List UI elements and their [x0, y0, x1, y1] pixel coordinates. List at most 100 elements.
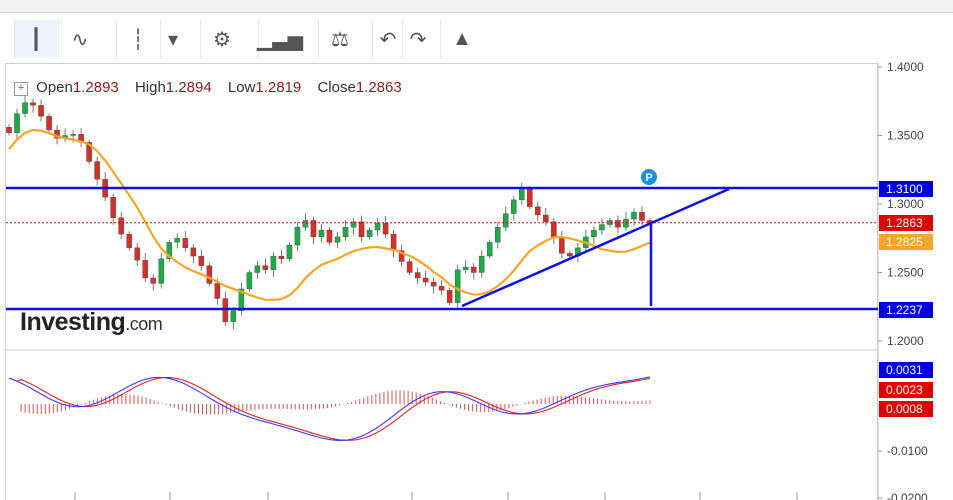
candle-body — [342, 227, 349, 238]
indicators-icon[interactable]: ▁▃▅ — [257, 20, 303, 58]
ohlc-legend: + Open1.2893 High1.2894 Low1.2819 Close1… — [14, 79, 414, 96]
candle-body — [326, 229, 333, 243]
current-price-marker-label: 1.2863 — [886, 216, 923, 230]
candle-body — [350, 221, 357, 228]
candle-body — [94, 161, 100, 180]
candle-body — [230, 310, 237, 322]
candle-body — [310, 220, 317, 238]
candle-body — [318, 229, 325, 238]
candle-body — [190, 247, 197, 257]
price-tick-label: 1.3000 — [887, 197, 924, 211]
candle-body — [86, 142, 92, 162]
gear-icon[interactable]: ⚙ — [200, 20, 243, 58]
low-label: Low — [227, 79, 256, 96]
candle-body — [591, 229, 597, 238]
high-value: 1.2894 — [165, 79, 212, 96]
candle-body — [126, 233, 132, 248]
high-label: High — [134, 79, 166, 96]
undo-icon[interactable]: ↶ — [372, 20, 403, 58]
annotation-badge — [641, 169, 657, 185]
candle-body — [438, 286, 445, 291]
candle-body — [446, 290, 453, 303]
upper-level-marker-box — [879, 181, 933, 197]
close-label: Close — [317, 79, 356, 96]
chevron-down-icon[interactable]: ▾ — [160, 20, 185, 58]
candlestick-icon[interactable]: ┃ — [14, 20, 57, 58]
lower-level-marker-box — [879, 302, 933, 318]
candle-body — [495, 227, 501, 243]
macd-tick-label: -0.0100 — [887, 444, 928, 458]
candle-body — [374, 223, 381, 231]
candle-body — [406, 261, 413, 273]
candle-body — [270, 255, 277, 270]
candle-body — [551, 221, 557, 238]
candle-body — [470, 266, 477, 273]
alert-bell-icon[interactable]: ▲ — [440, 20, 483, 58]
candle-body — [559, 236, 565, 254]
candle-body — [543, 214, 549, 222]
candle-body — [422, 277, 429, 283]
candle-body — [262, 265, 269, 270]
open-value: 1.2893 — [72, 79, 119, 96]
upper-level-marker-label: 1.3100 — [886, 182, 923, 196]
bar-chart-icon[interactable]: ┆ — [116, 20, 159, 58]
rising-trend-line — [461, 187, 730, 308]
candle-body — [214, 283, 221, 299]
candle-body — [30, 102, 36, 106]
candle-body — [142, 260, 148, 279]
candle-body — [294, 227, 301, 246]
candle-body — [70, 133, 76, 136]
signal-marker-label: 0.0023 — [886, 383, 923, 397]
balance-icon[interactable]: ⚖ — [318, 20, 361, 58]
candle-body — [206, 265, 213, 284]
candle-body — [238, 288, 245, 312]
chart-toolbar: ┃ ∿ ┆ ▾ ⚙ ▁▃▅ ⚖ ↶ ↷ ▲ — [0, 20, 953, 60]
candle-body — [286, 244, 293, 259]
candle-body — [38, 105, 44, 117]
lower-level-marker-label: 1.2237 — [886, 303, 923, 317]
ma-value-marker-box — [879, 234, 933, 250]
candle-body — [599, 224, 605, 231]
macd-tick-label: -0.0200 — [887, 491, 928, 500]
candle-body — [366, 229, 373, 238]
price-tick-label: 1.2000 — [887, 334, 924, 348]
candle-body — [182, 238, 189, 248]
candle-body — [134, 247, 140, 261]
candle-body — [535, 206, 541, 216]
price-tick-label: 1.2500 — [887, 266, 924, 280]
candle-body — [486, 242, 493, 257]
area-chart-icon[interactable]: ∿ — [58, 20, 101, 58]
price-tick-label: 1.3500 — [887, 129, 924, 143]
current-price-marker-box — [879, 215, 933, 231]
legend-toggle-icon[interactable]: + — [14, 82, 28, 96]
candle-body — [454, 269, 461, 303]
candle-body — [14, 113, 20, 133]
candle-body — [511, 199, 517, 214]
candle-body — [302, 220, 309, 228]
top-tab-strip — [0, 0, 953, 13]
histogram-marker-box — [879, 401, 933, 417]
candle-body — [527, 188, 533, 207]
signal-marker-box — [879, 382, 933, 398]
candle-body — [503, 213, 509, 228]
moving-average-line — [8, 128, 651, 301]
candle-body — [414, 272, 421, 279]
candle-body — [398, 250, 405, 262]
candle-body — [110, 196, 116, 218]
annotation-label: P — [645, 172, 652, 184]
candle-body — [615, 220, 621, 228]
candle-body — [631, 212, 637, 220]
price-tick-label: 1.4000 — [887, 60, 924, 74]
candle-body — [46, 116, 52, 131]
redo-icon[interactable]: ↷ — [402, 20, 433, 58]
candle-body — [254, 265, 261, 273]
ma-value-marker-label: 1.2825 — [886, 235, 923, 249]
candle-body — [158, 258, 164, 284]
candle-body — [382, 223, 389, 235]
candle-body — [278, 255, 285, 259]
histogram-marker-label: 0.0008 — [886, 402, 923, 416]
macd-line — [8, 376, 651, 441]
close-value: 1.2863 — [355, 79, 402, 96]
candle-body — [6, 127, 12, 133]
